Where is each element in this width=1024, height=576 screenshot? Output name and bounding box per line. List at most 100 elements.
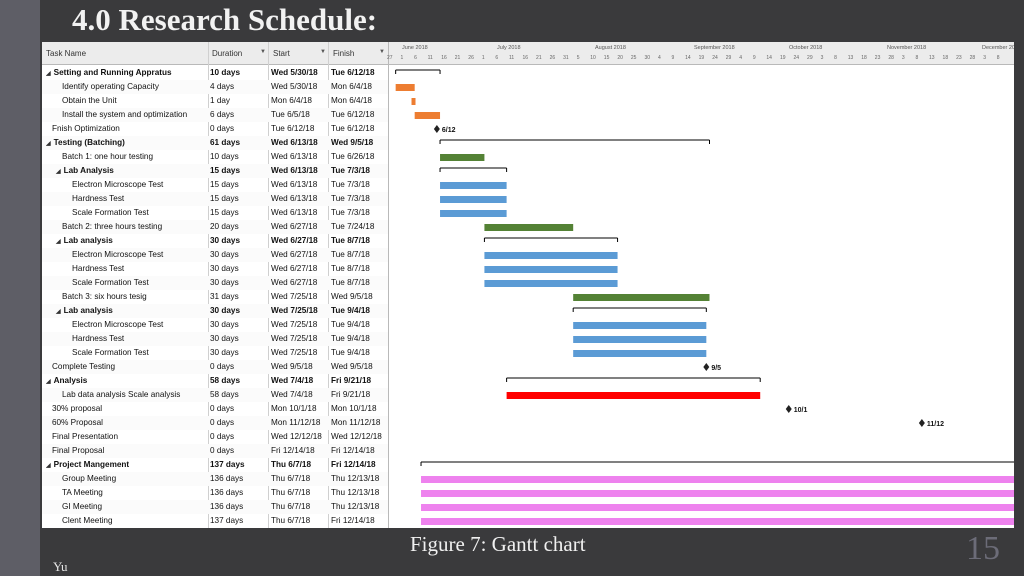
- table-row[interactable]: Electron Microscope Test 30 days Wed 7/25/…: [42, 318, 388, 332]
- timeline-day-tick: 24: [712, 55, 718, 61]
- task-bar[interactable]: [573, 336, 707, 343]
- task-duration: 20 days: [210, 222, 239, 231]
- milestone-label[interactable]: 9/5: [711, 365, 721, 372]
- table-row[interactable]: ◢ Project Mangement 137 days Thu 6/7/18 Fri …: [42, 458, 388, 472]
- collapse-triangle-icon[interactable]: ◢: [56, 169, 61, 175]
- table-row[interactable]: TA Meeting 136 days Thu 6/7/18 Thu 12/13/18: [42, 486, 388, 500]
- collapse-triangle-icon[interactable]: ◢: [46, 71, 51, 77]
- task-finish: Tue 8/7/18: [331, 264, 370, 273]
- table-row[interactable]: Clent Meeting 137 days Thu 6/7/18 Fri 12/14…: [42, 514, 388, 528]
- task-bar[interactable]: [421, 476, 1014, 483]
- task-bar[interactable]: [421, 504, 1014, 511]
- task-bar[interactable]: [440, 210, 507, 217]
- table-row[interactable]: Electron Microscope Test 15 days Wed 6/13/…: [42, 178, 388, 192]
- table-row[interactable]: ◢ Setting and Running Appratus 10 days Wed …: [42, 66, 388, 80]
- table-row[interactable]: 60% Proposal 0 days Mon 11/12/18 Mon 11/12/…: [42, 416, 388, 430]
- milestone-label[interactable]: 11/12: [927, 421, 944, 428]
- task-bar[interactable]: [484, 252, 618, 259]
- table-row[interactable]: Install the system and optimization 6 day…: [42, 108, 388, 122]
- table-row[interactable]: Scale Formation Test 15 days Wed 6/13/18 Tu…: [42, 206, 388, 220]
- task-name: Lab data analysis Scale analysis: [46, 388, 224, 402]
- collapse-triangle-icon[interactable]: ◢: [46, 463, 51, 469]
- task-finish: Fri 9/21/18: [331, 390, 371, 399]
- task-bar[interactable]: [573, 322, 707, 329]
- collapse-triangle-icon[interactable]: ◢: [46, 141, 51, 147]
- task-start: Mon 6/4/18: [271, 96, 312, 105]
- table-row[interactable]: Scale Formation Test 30 days Wed 7/25/18 Tu…: [42, 346, 388, 360]
- task-bar[interactable]: [484, 266, 618, 273]
- caret-down-icon[interactable]: ▼: [260, 49, 266, 55]
- collapse-triangle-icon[interactable]: ◢: [56, 309, 61, 315]
- task-duration: 30 days: [210, 250, 239, 259]
- table-row[interactable]: Batch 2: three hours testing 20 days Wed 6…: [42, 220, 388, 234]
- milestone-label[interactable]: 6/12: [442, 127, 456, 134]
- task-name-text: Install the system and optimization: [62, 110, 188, 119]
- task-bar[interactable]: [484, 224, 574, 231]
- table-row[interactable]: Final Presentation 0 days Wed 12/12/18 Wed …: [42, 430, 388, 444]
- task-start: Thu 6/7/18: [271, 516, 311, 525]
- table-row[interactable]: Lab data analysis Scale analysis 58 days W…: [42, 388, 388, 402]
- task-name: 60% Proposal: [46, 416, 214, 430]
- table-row[interactable]: Hardness Test 15 days Wed 6/13/18 Tue 7/3/1…: [42, 192, 388, 206]
- task-bar[interactable]: [395, 84, 415, 91]
- table-row[interactable]: Electron Microscope Test 30 days Wed 6/27/…: [42, 248, 388, 262]
- task-duration: 61 days: [210, 138, 241, 147]
- left-accent-strip: [0, 0, 40, 576]
- task-bar[interactable]: [573, 294, 710, 301]
- table-row[interactable]: Identify operating Capacity 4 days Wed 5/3…: [42, 80, 388, 94]
- task-bar[interactable]: [440, 196, 507, 203]
- task-finish: Wed 9/5/18: [331, 138, 374, 147]
- milestone-diamond[interactable]: [785, 405, 792, 413]
- table-row[interactable]: Hardness Test 30 days Wed 7/25/18 Tue 9/4/1…: [42, 332, 388, 346]
- task-finish: Tue 9/4/18: [331, 348, 370, 357]
- caret-down-icon[interactable]: ▼: [320, 49, 326, 55]
- timeline-day-tick: 10: [590, 55, 596, 61]
- milestone-label[interactable]: 10/1: [794, 407, 808, 414]
- table-row[interactable]: ◢ Lab Analysis 15 days Wed 6/13/18 Tue 7/3/1…: [42, 164, 388, 178]
- table-row[interactable]: Obtain the Unit 1 day Mon 6/4/18 Mon 6/4/18: [42, 94, 388, 108]
- task-finish: Tue 6/26/18: [331, 152, 375, 161]
- table-row[interactable]: ◢ Lab analysis 30 days Wed 6/27/18 Tue 8/7/1…: [42, 234, 388, 248]
- timeline-day-tick: 27: [387, 55, 393, 61]
- table-row[interactable]: GI Meeting 136 days Thu 6/7/18 Thu 12/13/18: [42, 500, 388, 514]
- header-finish[interactable]: Finish: [333, 49, 355, 58]
- task-start: Wed 7/25/18: [271, 306, 318, 315]
- table-row[interactable]: Scale Formation Test 30 days Wed 6/27/18 Tu…: [42, 276, 388, 290]
- milestone-diamond[interactable]: [703, 363, 710, 371]
- header-task-name[interactable]: Task Name: [46, 49, 87, 58]
- task-duration: 6 days: [210, 110, 235, 119]
- header-duration[interactable]: Duration: [212, 49, 243, 58]
- author-name: Yu: [53, 559, 68, 574]
- task-name-text: Analysis: [53, 376, 88, 385]
- table-row[interactable]: Final Proposal 0 days Fri 12/14/18 Fri 12/1…: [42, 444, 388, 458]
- task-table: Task Name Duration ▼ Start ▼ Finish ▼ ◢ S…: [42, 42, 389, 528]
- table-row[interactable]: ◢ Testing (Batching) 61 days Wed 6/13/18 Wed…: [42, 136, 388, 150]
- task-finish: Tue 9/4/18: [331, 334, 370, 343]
- task-bar[interactable]: [506, 392, 761, 399]
- table-row[interactable]: 30% proposal 0 days Mon 10/1/18 Mon 10/1/18: [42, 402, 388, 416]
- milestone-diamond[interactable]: [433, 125, 440, 133]
- caret-down-icon[interactable]: ▼: [379, 49, 385, 55]
- task-bar[interactable]: [411, 98, 416, 105]
- table-row[interactable]: Batch 1: one hour testing 10 days Wed 6/13…: [42, 150, 388, 164]
- table-row[interactable]: ◢ Lab analysis 30 days Wed 7/25/18 Tue 9/4/1…: [42, 304, 388, 318]
- table-row[interactable]: ◢ Analysis 58 days Wed 7/4/18 Fri 9/21/18: [42, 374, 388, 388]
- task-bar[interactable]: [421, 518, 1014, 525]
- task-bar[interactable]: [440, 154, 485, 161]
- milestone-diamond[interactable]: [918, 419, 925, 427]
- table-row[interactable]: Batch 3: six hours tesig 31 days Wed 7/25/…: [42, 290, 388, 304]
- task-bar[interactable]: [573, 350, 707, 357]
- task-bar[interactable]: [421, 490, 1014, 497]
- task-bar[interactable]: [440, 182, 507, 189]
- table-row[interactable]: Group Meeting 136 days Thu 6/7/18 Thu 12/13…: [42, 472, 388, 486]
- timeline-day-tick: 6: [495, 55, 499, 61]
- header-start[interactable]: Start: [273, 49, 290, 58]
- table-row[interactable]: Hardness Test 30 days Wed 6/27/18 Tue 8/7/1…: [42, 262, 388, 276]
- task-bar[interactable]: [484, 280, 618, 287]
- task-name-text: Lab data analysis Scale analysis: [62, 390, 181, 399]
- collapse-triangle-icon[interactable]: ◢: [56, 239, 61, 245]
- task-bar[interactable]: [414, 112, 441, 119]
- table-row[interactable]: Fnish Optimization 0 days Tue 6/12/18 Tue 6…: [42, 122, 388, 136]
- collapse-triangle-icon[interactable]: ◢: [46, 379, 51, 385]
- table-row[interactable]: Complete Testing 0 days Wed 9/5/18 Wed 9/5/…: [42, 360, 388, 374]
